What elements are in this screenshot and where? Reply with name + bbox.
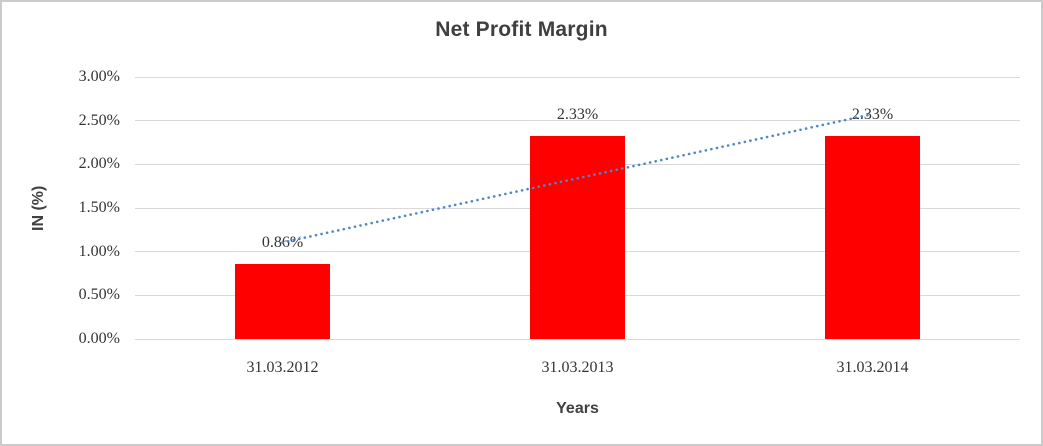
x-tick-label: 31.03.2013 [541, 359, 614, 376]
x-tick-label: 31.03.2014 [836, 359, 909, 376]
chart-title: Net Profit Margin [435, 18, 608, 41]
bar-31.03.2014 [825, 135, 920, 339]
plot-area: 0.86% 2.33% 2.33% [135, 76, 1020, 340]
gridline [135, 76, 1020, 78]
bars-layer: 0.86% 2.33% 2.33% [135, 77, 1020, 339]
x-axis-ticks: 31.03.2012 31.03.2013 31.03.2014 [135, 339, 1020, 379]
bar-31.03.2013 [530, 135, 625, 339]
y-tick-label: 2.00% [78, 155, 120, 173]
x-tick-label: 31.03.2012 [246, 359, 319, 376]
data-label: 2.33% [851, 105, 894, 123]
y-tick-label: 3.00% [78, 68, 120, 85]
y-tick-label: 0.50% [78, 286, 120, 304]
trendline [281, 112, 874, 244]
y-axis-ticks: 3.00% 2.50% 2.00% 1.50% 1.00% 0.50% 0.00% [2, 68, 120, 347]
y-tick-label: 1.50% [78, 199, 120, 216]
y-tick-label: 2.50% [78, 111, 120, 129]
y-tick-label: 0.00% [78, 330, 120, 347]
gridline [135, 120, 1020, 122]
y-tick-label: 1.00% [78, 242, 120, 260]
x-axis-title: Years [556, 400, 599, 417]
bar-31.03.2012 [235, 263, 330, 339]
gridline [135, 338, 1020, 340]
data-label: 2.33% [556, 105, 599, 123]
